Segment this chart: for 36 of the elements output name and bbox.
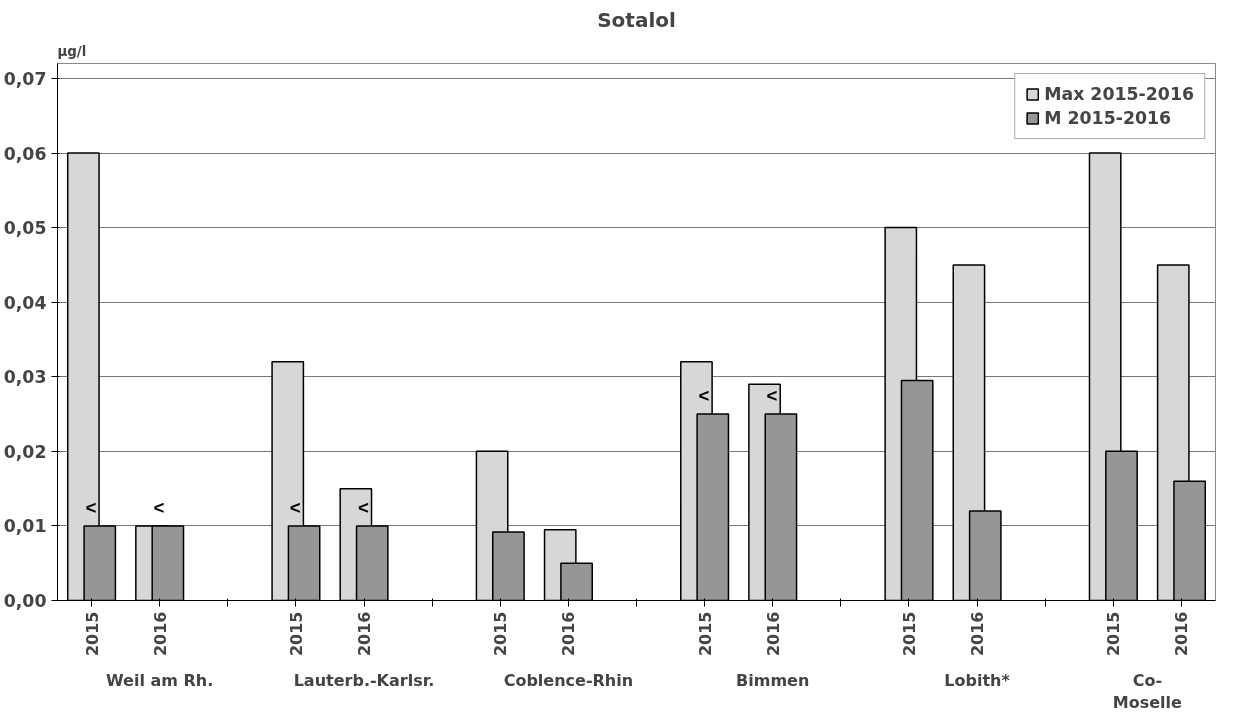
- x-tick-label: 2016: [1172, 611, 1192, 657]
- text: Lauterb.-Karlsr.: [293, 670, 435, 690]
- legend-label: M 2015-2016: [1044, 108, 1172, 128]
- text: Coblence-Rhin: [503, 670, 634, 690]
- y-axis-title: µg/l: [57, 43, 87, 59]
- x-tick-label: 2016: [763, 611, 783, 657]
- y-tick-label: 0,01: [3, 516, 47, 537]
- y-tick-label: 0,06: [3, 143, 47, 164]
- chart-title: Sotalol: [597, 7, 676, 32]
- text: Bimmen: [736, 670, 810, 690]
- text: Lobith*: [944, 670, 1011, 690]
- y-tick-label: 0,07: [3, 68, 47, 89]
- data-label: <: [85, 496, 97, 518]
- x-tick-label: 2015: [695, 611, 715, 657]
- y-tick-label: 0,03: [3, 367, 47, 388]
- text: Co- Moselle: [1112, 670, 1183, 713]
- data-label: <: [766, 385, 778, 407]
- x-tick-label: 2015: [82, 611, 102, 657]
- y-tick-label: 0,02: [3, 441, 47, 462]
- x-tick-label: 2016: [559, 611, 579, 657]
- x-tick-label: 2015: [899, 611, 919, 657]
- y-tick-label: 0,04: [3, 292, 47, 313]
- x-tick-label: 2015: [1104, 611, 1124, 657]
- x-tick-label: 2016: [150, 611, 170, 657]
- x-tick-label: 2015: [491, 611, 511, 657]
- data-label: <: [153, 496, 165, 518]
- y-tick-label: 0,00: [3, 591, 47, 611]
- legend-label: Max 2015-2016: [1044, 84, 1194, 104]
- data-label: <: [289, 496, 301, 518]
- x-tick-label: 2016: [968, 611, 988, 657]
- y-tick-label: 0,05: [3, 218, 47, 239]
- x-tick-label: 2016: [355, 611, 375, 657]
- x-tick-label: 2015: [286, 611, 306, 657]
- data-label: <: [698, 385, 710, 407]
- data-label: <: [357, 496, 369, 518]
- text: Weil am Rh.: [106, 670, 214, 690]
